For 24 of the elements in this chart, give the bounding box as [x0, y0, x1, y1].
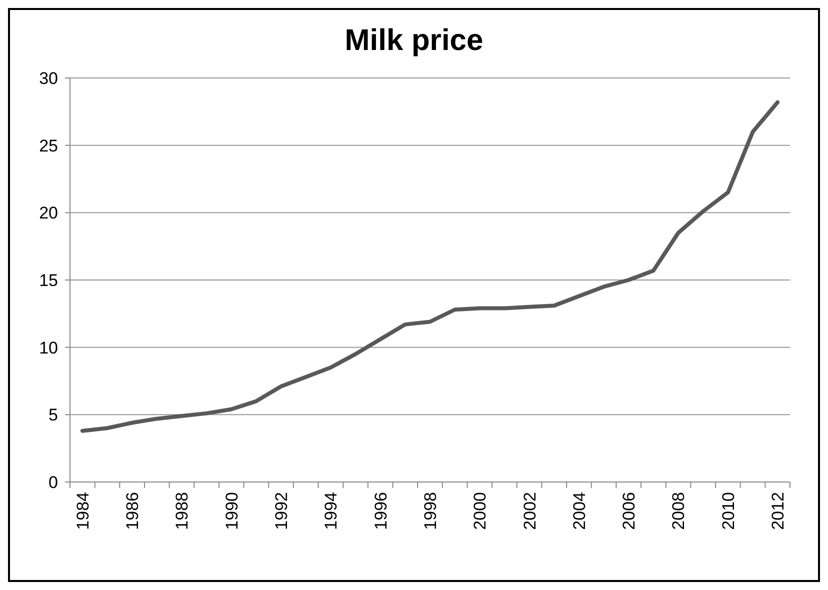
x-tick-label: 2002 — [520, 492, 540, 530]
x-tick-label: 1998 — [420, 492, 440, 530]
y-tick-label: 10 — [39, 338, 58, 358]
x-tick-label: 1988 — [172, 492, 192, 530]
x-tick-label: 2000 — [470, 492, 490, 530]
y-tick-label: 15 — [39, 270, 58, 290]
y-tick-label: 30 — [39, 68, 58, 88]
y-tick-label: 20 — [39, 204, 58, 223]
x-tick-label: 2004 — [570, 492, 589, 530]
y-tick-label: 5 — [48, 406, 58, 425]
line-series — [80, 100, 780, 433]
x-tick-label: 1994 — [322, 492, 341, 530]
x-tick-label: 2006 — [620, 492, 639, 530]
y-tick-label: 25 — [39, 136, 58, 156]
x-tick-label: 2008 — [669, 492, 688, 530]
x-tick-label: 1984 — [73, 492, 92, 530]
x-tick-label: 1992 — [272, 492, 291, 530]
chart-title: Milk price — [344, 24, 484, 57]
x-tick-label: 1990 — [222, 492, 242, 530]
y-tick-label: 0 — [48, 472, 58, 492]
x-tick-label: 2010 — [718, 492, 738, 530]
x-tick-label: 2012 — [768, 492, 788, 530]
x-tick-label: 1996 — [371, 492, 390, 530]
x-tick-label: 1986 — [123, 492, 142, 530]
